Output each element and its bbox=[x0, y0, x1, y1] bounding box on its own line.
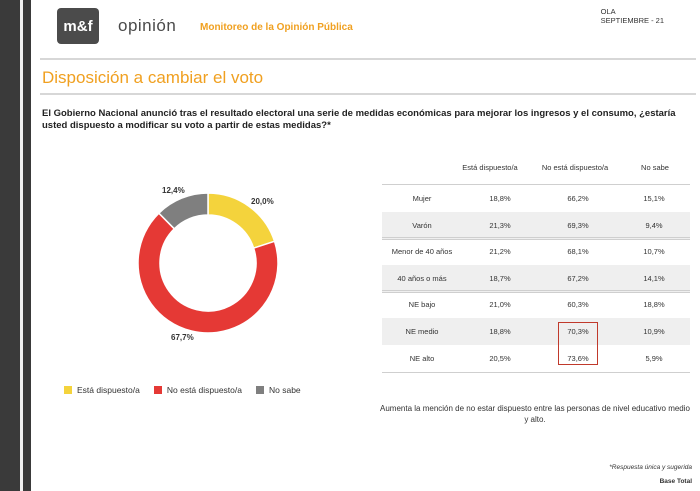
donut-slice-no-dispuesto bbox=[138, 212, 278, 334]
report-subtitle: Monitoreo de la Opinión Pública bbox=[200, 22, 353, 33]
table-cell: 18,8% bbox=[489, 327, 511, 336]
highlight-box-ne-medio bbox=[558, 322, 598, 365]
donut-chart bbox=[138, 192, 278, 334]
survey-question: El Gobierno Nacional anunció tras el res… bbox=[42, 108, 676, 131]
table-cell: 5,9% bbox=[645, 354, 663, 363]
insight-note: Aumenta la mención de no estar dispuesto… bbox=[380, 404, 690, 424]
table-cell: 18,8% bbox=[643, 300, 665, 309]
table-cell: 14,1% bbox=[643, 274, 665, 283]
brand-name: opinión bbox=[118, 16, 177, 35]
legend-item-dispuesto: Está dispuesto/a bbox=[64, 385, 140, 395]
table-cell: 21,2% bbox=[489, 247, 511, 256]
row-label: 40 años o más bbox=[397, 274, 447, 283]
col-header-no-dispuesto: No está dispuesto/a bbox=[541, 163, 609, 172]
brand-logo: m&f bbox=[57, 8, 99, 44]
table-row: NE medio 18,8% 70,3% 10,9% bbox=[382, 318, 690, 345]
logo-text: m&f bbox=[63, 17, 93, 35]
headline-divider-bottom bbox=[40, 93, 696, 95]
table-row: 40 años o más 18,7% 67,2% 14,1% bbox=[382, 265, 690, 292]
table-cell: 18,8% bbox=[489, 194, 511, 203]
table-cell: 20,5% bbox=[489, 354, 511, 363]
col-header-no-sabe: No sabe bbox=[641, 163, 669, 172]
row-label: NE bajo bbox=[408, 300, 436, 309]
legend-swatch-gray bbox=[256, 386, 264, 394]
base-label: Base Total bbox=[659, 478, 692, 485]
table-group-edad: Menor de 40 años 21,2% 68,1% 10,7% 40 años o… bbox=[382, 237, 690, 293]
table-group-sexo: Mujer 18,8% 66,2% 15,1% Varón 21,3% 69,3% 9,4% bbox=[382, 184, 690, 240]
table-row: Menor de 40 años 21,2% 68,1% 10,7% bbox=[382, 238, 690, 265]
legend-swatch-red bbox=[153, 386, 162, 394]
table-cell: 69,3% bbox=[567, 221, 589, 230]
donut-slice-no-sabe bbox=[157, 192, 209, 230]
footnote: *Respuesta única y sugerida bbox=[609, 464, 692, 471]
table-cell: 21,0% bbox=[489, 300, 511, 309]
table-row: Varón 21,3% 69,3% 9,4% bbox=[382, 212, 690, 239]
table-cell: 66,2% bbox=[567, 194, 589, 203]
wave-line2: SEPTIEMBRE - 21 bbox=[600, 16, 664, 25]
legend-swatch-yellow bbox=[64, 386, 72, 394]
col-header-dispuesto: Está dispuesto/a bbox=[462, 163, 518, 172]
table-cell: 21,3% bbox=[489, 221, 511, 230]
donut-label-no-sabe: 12,4% bbox=[162, 186, 185, 195]
table-cell: 70,3% bbox=[567, 327, 589, 336]
legend-label: No está dispuesto/a bbox=[166, 385, 242, 395]
table-cell: 68,1% bbox=[567, 247, 589, 256]
table-row: NE alto 20,5% 73,6% 5,9% bbox=[382, 345, 690, 372]
left-sidebar-bar bbox=[0, 0, 31, 491]
wave-line1: OLA bbox=[600, 7, 616, 16]
legend-label: Está dispuesto/a bbox=[77, 385, 140, 395]
sidebar-stripe bbox=[20, 0, 23, 491]
table-cell: 10,7% bbox=[643, 247, 665, 256]
row-label: Mujer bbox=[412, 194, 432, 203]
row-label: Varón bbox=[412, 221, 432, 230]
table-cell: 18,7% bbox=[489, 274, 511, 283]
table-cell: 10,9% bbox=[643, 327, 665, 336]
table-cell: 15,1% bbox=[643, 194, 665, 203]
table-row: Mujer 18,8% 66,2% 15,1% bbox=[382, 185, 690, 212]
legend-item-no-sabe: No sabe bbox=[256, 385, 301, 395]
table-cell: 67,2% bbox=[567, 274, 589, 283]
row-label: NE medio bbox=[405, 327, 439, 336]
table-cell: 60,3% bbox=[567, 300, 589, 309]
row-label: Menor de 40 años bbox=[391, 247, 453, 256]
donut-label-no-dispuesto: 67,7% bbox=[171, 333, 194, 342]
headline-divider-top bbox=[40, 58, 696, 60]
legend-label: No sabe bbox=[269, 385, 301, 395]
row-label: NE alto bbox=[409, 354, 435, 363]
page-title: Disposición a cambiar el voto bbox=[42, 68, 264, 87]
table-cell: 73,6% bbox=[567, 354, 589, 363]
chart-legend: Está dispuesto/a No está dispuesto/a No … bbox=[64, 385, 301, 395]
wave-label: OLA SEPTIEMBRE - 21 bbox=[601, 7, 664, 25]
table-group-nivel-educativo: NE bajo 21,0% 60,3% 18,8% NE medio 18,8% 70,3%… bbox=[382, 290, 690, 373]
legend-item-no-dispuesto: No está dispuesto/a bbox=[153, 385, 242, 395]
donut-label-dispuesto: 20,0% bbox=[251, 197, 274, 206]
table-row: NE bajo 21,0% 60,3% 18,8% bbox=[382, 291, 690, 318]
table-cell: 9,4% bbox=[645, 221, 663, 230]
